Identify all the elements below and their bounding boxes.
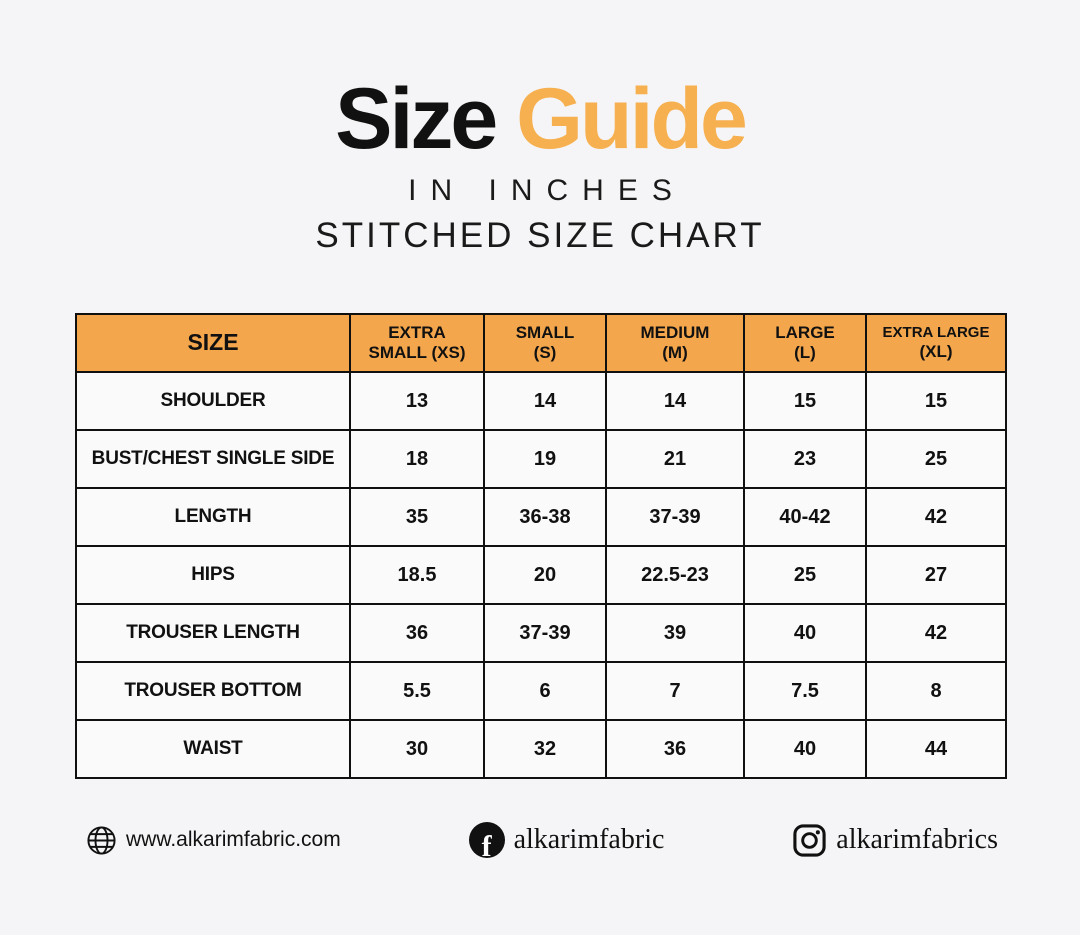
value-cell: 15 <box>743 371 867 431</box>
row-label-length: LENGTH <box>75 487 351 547</box>
column-header-extra-small: EXTRA SMALL (XS) <box>349 313 485 373</box>
value-cell: 36 <box>605 719 745 779</box>
value-cell: 36 <box>349 603 485 663</box>
column-header-extra-large: EXTRA LARGE (XL) <box>865 313 1007 373</box>
table-row-trouser-length: TROUSER LENGTH 36 37-39 39 40 42 <box>75 603 1007 663</box>
table-row-trouser-bottom: TROUSER BOTTOM 5.5 6 7 7.5 8 <box>75 661 1007 721</box>
value-cell: 42 <box>865 603 1007 663</box>
value-cell: 37-39 <box>483 603 607 663</box>
value-cell: 27 <box>865 545 1007 605</box>
value-cell: 7.5 <box>743 661 867 721</box>
value-cell: 25 <box>865 429 1007 489</box>
value-cell: 18.5 <box>349 545 485 605</box>
column-header-size: SIZE <box>75 313 351 373</box>
table-row-shoulder: SHOULDER 13 14 14 15 15 <box>75 371 1007 431</box>
value-cell: 36-38 <box>483 487 607 547</box>
value-cell: 7 <box>605 661 745 721</box>
row-label-bust-chest: BUST/CHEST SINGLE SIDE <box>75 429 351 489</box>
value-cell: 20 <box>483 545 607 605</box>
value-cell: 25 <box>743 545 867 605</box>
footer: www.alkarimfabric.com f alkarimfabric al… <box>0 812 1080 868</box>
value-cell: 8 <box>865 661 1007 721</box>
value-cell: 14 <box>605 371 745 431</box>
row-label-trouser-bottom: TROUSER BOTTOM <box>75 661 351 721</box>
value-cell: 40 <box>743 719 867 779</box>
table-row-length: LENGTH 35 36-38 37-39 40-42 42 <box>75 487 1007 547</box>
column-header-medium: MEDIUM (M) <box>605 313 745 373</box>
instagram-handle: alkarimfabrics <box>792 823 998 858</box>
value-cell: 30 <box>349 719 485 779</box>
value-cell: 21 <box>605 429 745 489</box>
website-url: www.alkarimfabric.com <box>126 828 341 851</box>
value-cell: 44 <box>865 719 1007 779</box>
value-cell: 15 <box>865 371 1007 431</box>
instagram-icon <box>793 823 826 857</box>
website-link: www.alkarimfabric.com <box>86 825 341 856</box>
value-cell: 40 <box>743 603 867 663</box>
globe-icon <box>87 825 116 855</box>
table-row-waist: WAIST 30 32 36 40 44 <box>75 719 1007 779</box>
value-cell: 23 <box>743 429 867 489</box>
facebook-handle: f alkarimfabric <box>468 822 665 859</box>
value-cell: 32 <box>483 719 607 779</box>
column-header-small: SMALL (S) <box>483 313 607 373</box>
value-cell: 13 <box>349 371 485 431</box>
table-header-row: SIZE EXTRA SMALL (XS) SMALL (S) MEDIUM (… <box>75 313 1007 373</box>
page-title-orange: Guide <box>516 71 748 167</box>
value-cell: 19 <box>483 429 607 489</box>
page-title-black: Size <box>335 71 498 167</box>
facebook-f-glyph: f <box>481 830 492 859</box>
value-cell: 39 <box>605 603 745 663</box>
row-label-hips: HIPS <box>75 545 351 605</box>
value-cell: 14 <box>483 371 607 431</box>
value-cell: 5.5 <box>349 661 485 721</box>
value-cell: 37-39 <box>605 487 745 547</box>
value-cell: 6 <box>483 661 607 721</box>
row-label-trouser-length: TROUSER LENGTH <box>75 603 351 663</box>
value-cell: 22.5-23 <box>605 545 745 605</box>
page-title: Size Guide <box>0 76 1080 162</box>
column-header-large: LARGE (L) <box>743 313 867 373</box>
header-section: Size Guide IN INCHES STITCHED SIZE CHART <box>0 76 1080 256</box>
value-cell: 18 <box>349 429 485 489</box>
row-label-shoulder: SHOULDER <box>75 371 351 431</box>
subtitle-units: IN INCHES <box>408 174 686 207</box>
subtitle-chart-title: STITCHED SIZE CHART <box>315 216 765 255</box>
value-cell: 40-42 <box>743 487 867 547</box>
facebook-username: alkarimfabric <box>513 824 665 855</box>
value-cell: 35 <box>349 487 485 547</box>
table-row-bust-chest: BUST/CHEST SINGLE SIDE 18 19 21 23 25 <box>75 429 1007 489</box>
title-space <box>495 71 516 167</box>
value-cell: 42 <box>865 487 1007 547</box>
table-row-hips: HIPS 18.5 20 22.5-23 25 27 <box>75 545 1007 605</box>
size-chart-table: SIZE EXTRA SMALL (XS) SMALL (S) MEDIUM (… <box>75 313 1007 779</box>
instagram-username: alkarimfabrics <box>836 824 998 855</box>
row-label-waist: WAIST <box>75 719 351 779</box>
facebook-icon: f <box>468 822 505 859</box>
